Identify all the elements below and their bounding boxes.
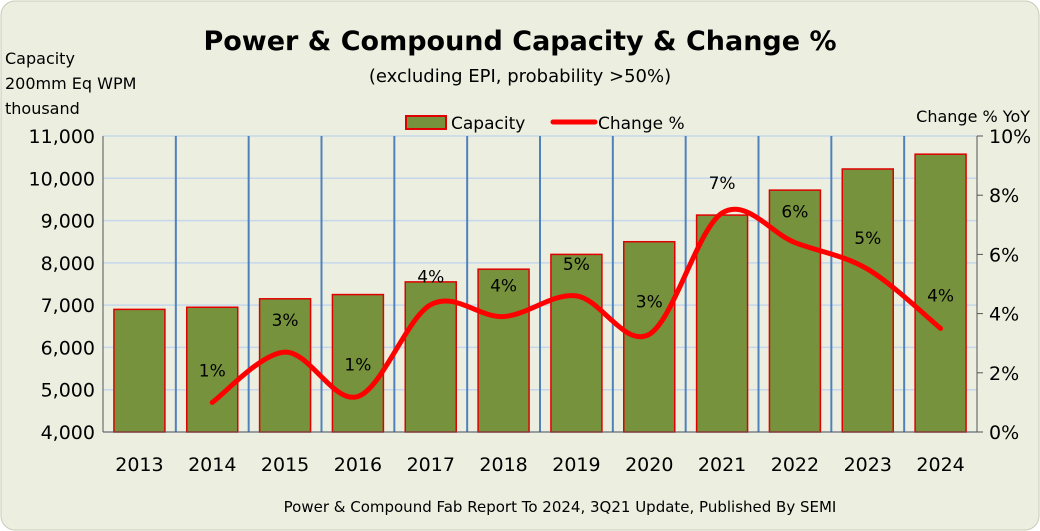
y-tick-right: 6% (989, 244, 1019, 266)
legend: Capacity Change % (405, 114, 685, 134)
data-label-change: 1% (344, 355, 371, 375)
chart-subtitle: (excluding EPI, probability >50%) (369, 66, 671, 87)
x-tick-label: 2022 (771, 454, 819, 476)
y-tick-left: 9,000 (41, 211, 95, 233)
bar-capacity-2024 (914, 153, 967, 433)
x-tick-label: 2016 (334, 454, 382, 476)
y-tick-left: 7,000 (41, 295, 95, 317)
x-tick-label: 2013 (115, 454, 163, 476)
x-tick-label: 2017 (407, 454, 455, 476)
x-tick-label: 2015 (261, 454, 309, 476)
data-label-change: 6% (781, 203, 808, 223)
y-axis-left-label-line3: thousand (5, 99, 80, 118)
x-tick-label: 2023 (844, 454, 892, 476)
bar-capacity-2023 (841, 168, 894, 433)
legend-label-change: Change % (598, 114, 685, 134)
legend-label-capacity: Capacity (451, 114, 525, 134)
y-tick-right: 2% (989, 363, 1019, 385)
data-label-change: 3% (636, 292, 663, 312)
y-axis-right-label: Change % YoY (916, 107, 1030, 126)
y-tick-left: 6,000 (41, 337, 95, 359)
x-tick-label: 2018 (479, 454, 527, 476)
x-tick-label: 2014 (188, 454, 236, 476)
y-tick-right: 10% (989, 126, 1031, 148)
y-tick-right: 4% (989, 304, 1019, 326)
legend-swatch-capacity (405, 115, 447, 130)
y-tick-left: 5,000 (41, 380, 95, 402)
data-label-change: 4% (927, 286, 954, 306)
bar-capacity-2018 (477, 268, 530, 433)
data-label-change: 5% (854, 229, 881, 249)
bar-capacity-2016 (331, 293, 385, 433)
x-tick-label: 2020 (625, 454, 673, 476)
chart-title: Power & Compound Capacity & Change % (203, 26, 836, 57)
bar-capacity-2022 (768, 189, 822, 433)
y-tick-right: 8% (989, 185, 1019, 207)
x-tick-label: 2021 (698, 454, 746, 476)
data-label-change: 4% (417, 268, 444, 288)
bar-capacity-2019 (550, 253, 603, 433)
y-tick-left: 8,000 (41, 253, 95, 275)
data-label-change: 4% (490, 277, 517, 297)
data-label-change: 3% (272, 311, 299, 331)
y-axis-left-label-line1: Capacity (5, 49, 75, 68)
source-note: Power & Compound Fab Report To 2024, 3Q2… (284, 498, 837, 516)
y-axis-left-label-line2: 200mm Eq WPM (5, 74, 136, 93)
y-tick-left: 11,000 (29, 126, 95, 148)
data-label-change: 1% (199, 361, 226, 381)
x-tick-label: 2019 (552, 454, 600, 476)
y-tick-left: 10,000 (29, 168, 95, 190)
y-tick-right: 0% (989, 422, 1019, 444)
data-label-change: 7% (709, 174, 736, 194)
bar-capacity-2021 (695, 214, 749, 433)
y-tick-left: 4,000 (41, 422, 95, 444)
data-label-change: 5% (563, 255, 590, 275)
bar-capacity-2013 (113, 308, 166, 433)
x-tick-label: 2024 (916, 454, 964, 476)
